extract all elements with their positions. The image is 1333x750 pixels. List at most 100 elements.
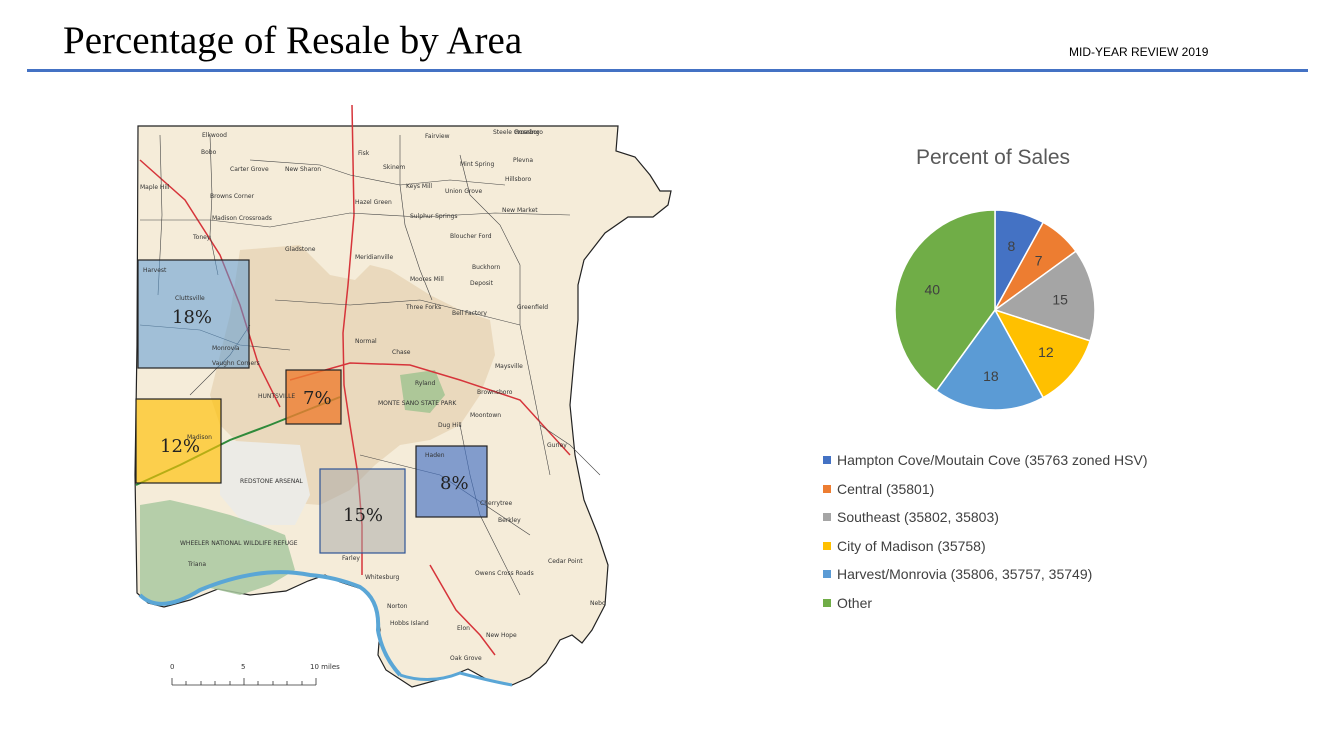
place-label: Hillsboro	[505, 176, 531, 183]
place-label: Keys Mill	[406, 183, 432, 190]
pie-chart: 8 7 15 12 18 40	[894, 209, 1096, 411]
pie-data-label-4: 18	[983, 368, 999, 384]
place-label: MONTE SANO STATE PARK	[378, 400, 457, 407]
area-label-hampton-cove: 8%	[440, 473, 469, 494]
area-central	[285, 369, 342, 425]
place-label: Plevna	[513, 157, 533, 164]
place-label: Monrovia	[212, 345, 240, 352]
pie-slice-3	[993, 308, 1092, 399]
legend-entry-0: Hampton Cove/Moutain Cove (35763 zoned H…	[823, 446, 1148, 475]
place-label: Cluttsville	[175, 295, 205, 302]
legend-label: Other	[837, 594, 873, 611]
place-label: Carter Grove	[230, 166, 269, 173]
legend-swatch	[823, 598, 831, 607]
legend-swatch	[823, 570, 831, 579]
place-label: Maple Hill	[140, 184, 170, 191]
place-label: Sulphur Springs	[410, 213, 458, 220]
place-label: Cherrytree	[480, 500, 512, 507]
place-label: Madison	[187, 434, 212, 441]
county-map: 18% 7% 12% 15% 8% Elkwood Bobo Carter Gr…	[134, 104, 672, 688]
legend-label: Harvest/Monrovia (35806, 35757, 35749)	[837, 566, 1093, 583]
place-label: Hazel Green	[355, 199, 392, 206]
page-title: Percentage of Resale by Area	[63, 19, 523, 62]
pie-data-label-5: 40	[924, 282, 940, 298]
area-madison	[135, 398, 222, 484]
place-label: Triana	[187, 561, 206, 568]
place-label: Meridianville	[355, 254, 394, 261]
place-label: Steele Crossing	[493, 129, 540, 136]
place-label: Bloucher Ford	[450, 233, 492, 240]
scale-label-0: 0	[170, 663, 174, 671]
place-label: Moontown	[470, 412, 501, 419]
place-label: Fisk	[358, 150, 370, 157]
legend-swatch	[823, 484, 831, 493]
place-label: Hobbs Island	[390, 620, 429, 627]
pie-data-label-0: 8	[1008, 238, 1016, 254]
place-label: WHEELER NATIONAL WILDLIFE REFUGE	[180, 540, 298, 547]
place-label: Chase	[392, 349, 411, 356]
area-harvest-monrovia	[137, 259, 250, 369]
pie-data-label-1: 7	[1035, 252, 1043, 268]
place-label: Three Forks	[405, 304, 441, 311]
place-label: New Hope	[486, 632, 517, 639]
area-label-southeast: 15%	[343, 505, 383, 526]
place-label: Berkley	[498, 517, 521, 524]
place-label: Cedar Point	[548, 558, 583, 565]
legend-entry-4: Harvest/Monrovia (35806, 35757, 35749)	[823, 560, 1148, 589]
place-label: Moores Mill	[410, 276, 444, 283]
place-label: Oak Grove	[450, 655, 482, 662]
place-label: Dug Hill	[438, 422, 462, 429]
legend-label: Southeast (35802, 35803)	[837, 509, 999, 526]
place-label: New Market	[502, 207, 538, 214]
legend-entry-3: City of Madison (35758)	[823, 532, 1148, 561]
place-label: REDSTONE ARSENAL	[240, 478, 303, 485]
pie-slice-2	[993, 250, 1096, 342]
legend-entry-2: Southeast (35802, 35803)	[823, 503, 1148, 532]
place-label: Bobo	[201, 149, 217, 156]
pie-slice-5	[894, 209, 996, 392]
area-label-central: 7%	[303, 388, 332, 409]
map-scale-bar: 0 5 10 miles	[170, 663, 340, 686]
legend-swatch	[823, 541, 831, 550]
place-label: Mint Spring	[460, 161, 494, 168]
pie-data-label-3: 12	[1038, 344, 1054, 360]
title-divider	[27, 69, 1308, 72]
place-label: Fairview	[425, 133, 450, 140]
place-label: Maysville	[495, 363, 523, 370]
place-label: New Sharon	[285, 166, 321, 173]
place-label: Madison Crossroads	[212, 215, 272, 222]
area-hampton-cove	[415, 445, 488, 518]
place-label: Vaughn Corners	[212, 360, 260, 367]
place-label: Ryland	[415, 380, 436, 387]
place-label: Elon	[457, 625, 470, 632]
place-label: Deposit	[470, 280, 494, 287]
pie-slice-4	[935, 308, 1045, 411]
place-label: Greenfield	[517, 304, 548, 311]
legend-label: Central (35801)	[837, 480, 935, 497]
place-label: Nebo	[590, 600, 606, 607]
place-label: Gurley	[547, 442, 567, 449]
place-label: Norton	[387, 603, 408, 610]
legend-label: City of Madison (35758)	[837, 537, 986, 554]
place-label: Gladstone	[285, 246, 316, 253]
place-label: Farley	[342, 555, 360, 562]
place-label: Brownsboro	[477, 389, 513, 396]
area-label-harvest: 18%	[172, 307, 212, 328]
area-label-madison: 12%	[160, 436, 200, 457]
place-label: Normal	[355, 338, 377, 345]
legend-entry-5: Other	[823, 589, 1148, 618]
scale-label-5: 5	[241, 663, 245, 671]
place-label: Elkwood	[202, 132, 227, 139]
legend-swatch	[823, 456, 831, 465]
place-label: Haden	[425, 452, 445, 459]
report-subtitle: MID-YEAR REVIEW 2019	[1069, 45, 1209, 59]
chart-legend: Hampton Cove/Moutain Cove (35763 zoned H…	[823, 446, 1148, 617]
map-place-labels: Elkwood Bobo Carter Grove New Sharon Fis…	[140, 129, 606, 662]
scale-label-10: 10 miles	[310, 663, 340, 671]
place-label: Union Grove	[445, 188, 482, 195]
chart-title: Percent of Sales	[915, 146, 1071, 169]
area-southeast	[319, 468, 406, 554]
place-label: Browns Corner	[210, 193, 255, 200]
place-label: HUNTSVILLE	[258, 393, 295, 400]
pie-data-label-2: 15	[1052, 292, 1068, 308]
